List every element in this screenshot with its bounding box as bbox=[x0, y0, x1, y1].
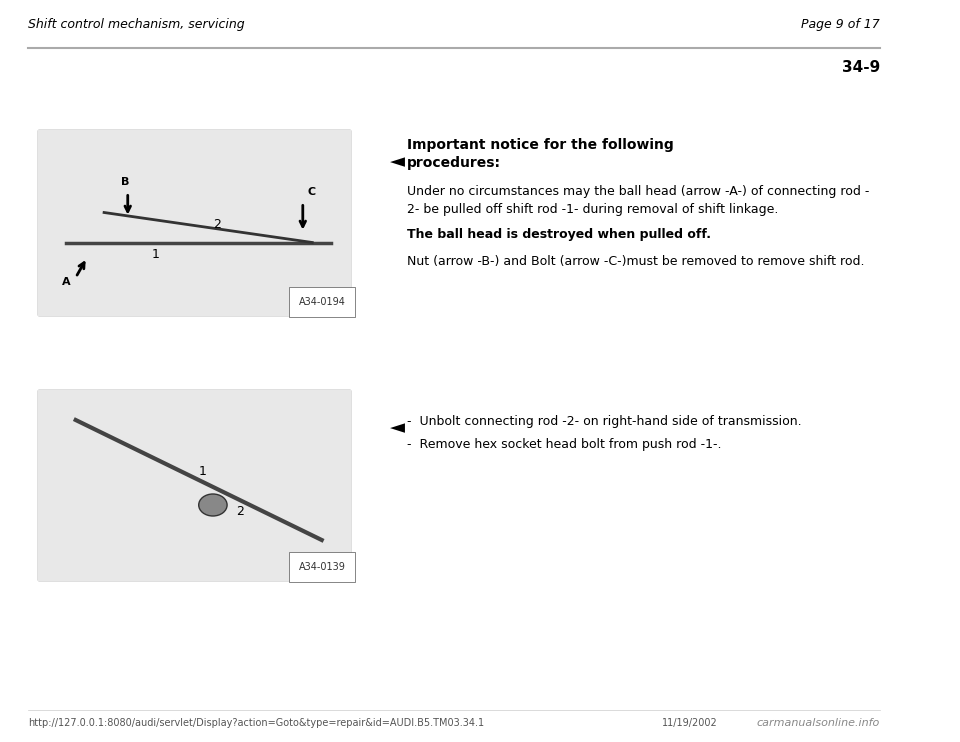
Text: 2: 2 bbox=[236, 505, 245, 518]
Text: A34-0139: A34-0139 bbox=[299, 562, 346, 572]
Text: B: B bbox=[121, 177, 130, 186]
Text: 34-9: 34-9 bbox=[842, 60, 880, 75]
Text: Shift control mechanism, servicing: Shift control mechanism, servicing bbox=[29, 18, 245, 31]
Text: 1: 1 bbox=[199, 465, 206, 478]
Ellipse shape bbox=[199, 494, 228, 516]
Text: 11/19/2002: 11/19/2002 bbox=[662, 718, 718, 728]
Text: A34-0194: A34-0194 bbox=[299, 297, 346, 307]
Text: ◄: ◄ bbox=[390, 418, 405, 437]
Text: 2: 2 bbox=[213, 217, 221, 231]
Text: A: A bbox=[61, 277, 70, 286]
Text: http://127.0.0.1:8080/audi/servlet/Display?action=Goto&type=repair&id=AUDI.B5.TM: http://127.0.0.1:8080/audi/servlet/Displ… bbox=[29, 718, 485, 728]
Text: carmanualsonline.info: carmanualsonline.info bbox=[756, 718, 880, 728]
Text: Nut (arrow -B-) and Bolt (arrow -C-)must be removed to remove shift rod.: Nut (arrow -B-) and Bolt (arrow -C-)must… bbox=[407, 255, 864, 268]
Text: 1: 1 bbox=[152, 248, 159, 260]
FancyBboxPatch shape bbox=[37, 390, 350, 580]
Text: -  Unbolt connecting rod -2- on right-hand side of transmission.: - Unbolt connecting rod -2- on right-han… bbox=[407, 415, 802, 428]
Text: C: C bbox=[307, 186, 316, 197]
Text: Important notice for the following
procedures:: Important notice for the following proce… bbox=[407, 138, 674, 171]
Text: The ball head is destroyed when pulled off.: The ball head is destroyed when pulled o… bbox=[407, 228, 710, 241]
Text: ◄: ◄ bbox=[390, 152, 405, 171]
Text: Page 9 of 17: Page 9 of 17 bbox=[802, 18, 880, 31]
Text: -  Remove hex socket head bolt from push rod -1-.: - Remove hex socket head bolt from push … bbox=[407, 438, 721, 451]
FancyBboxPatch shape bbox=[37, 130, 350, 315]
Text: Under no circumstances may the ball head (arrow -A-) of connecting rod -
2- be p: Under no circumstances may the ball head… bbox=[407, 185, 869, 216]
